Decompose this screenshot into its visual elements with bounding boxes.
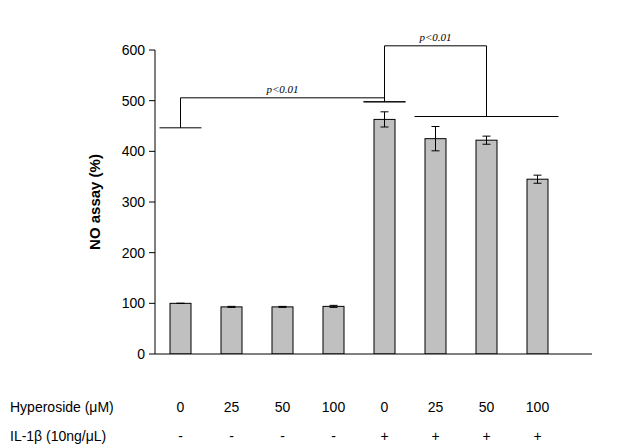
x-tick-label: 100 <box>526 399 550 415</box>
y-tick-label: 400 <box>122 143 146 159</box>
bar <box>221 307 242 354</box>
y-tick-label: 100 <box>122 295 146 311</box>
error-cap <box>381 127 389 128</box>
bracket-leg <box>180 98 181 128</box>
y-axis-label: NO assay (%) <box>86 154 103 250</box>
error-bar <box>177 303 185 304</box>
y-tick-label: 300 <box>122 194 146 210</box>
bracket-leg <box>486 46 487 117</box>
error-cap <box>279 306 287 307</box>
bracket-top <box>385 45 487 46</box>
error-cap <box>330 307 338 308</box>
bar <box>323 306 344 354</box>
error-line <box>384 112 385 127</box>
treatment-label: - <box>331 428 336 444</box>
error-line <box>435 127 436 151</box>
x-tick-label: 50 <box>275 399 291 415</box>
error-cap <box>228 307 236 308</box>
row-label: IL-1β (10ng/μL) <box>10 428 106 444</box>
y-tick <box>149 202 155 203</box>
treatment-label: - <box>178 428 183 444</box>
bracket-top <box>181 97 385 98</box>
chart-svg: 0100200300400500600NO assay (%)Hyperosid… <box>0 0 638 448</box>
x-axis <box>155 354 592 355</box>
significance-label: p<0.01 <box>418 31 451 43</box>
treatment-label: + <box>533 428 541 444</box>
error-cap <box>432 150 440 151</box>
y-tick <box>149 100 155 101</box>
y-tick-label: 200 <box>122 245 146 261</box>
error-bar <box>228 306 236 307</box>
x-tick-label: 50 <box>479 399 495 415</box>
error-cap <box>177 303 185 304</box>
x-tick-label: 0 <box>177 399 185 415</box>
significance-bracket <box>160 98 406 128</box>
treatment-label: - <box>280 428 285 444</box>
y-tick <box>149 151 155 152</box>
bracket-leg <box>384 46 385 102</box>
y-tick-label: 600 <box>122 42 146 58</box>
x-tick-label: 0 <box>381 399 389 415</box>
error-bar <box>330 305 338 307</box>
bar <box>170 303 191 354</box>
bar <box>272 307 293 354</box>
y-tick-label: 0 <box>137 346 145 362</box>
y-tick <box>149 252 155 253</box>
y-tick-label: 500 <box>122 93 146 109</box>
x-tick-label: 100 <box>322 399 346 415</box>
y-tick <box>149 50 155 51</box>
error-cap <box>279 307 287 308</box>
chart-container: 0100200300400500600NO assay (%)Hyperosid… <box>0 0 638 448</box>
error-line <box>486 136 487 144</box>
error-bar <box>279 306 287 307</box>
error-cap <box>177 303 185 304</box>
bar <box>425 139 446 354</box>
error-cap <box>330 305 338 306</box>
x-tick-label: 25 <box>428 399 444 415</box>
y-tick <box>149 354 155 355</box>
bar <box>527 179 548 354</box>
error-bar <box>534 175 542 183</box>
treatment-label: + <box>380 428 388 444</box>
error-bar <box>483 136 491 144</box>
error-cap <box>381 111 389 112</box>
error-cap <box>432 126 440 127</box>
error-bar <box>381 112 389 127</box>
error-cap <box>483 144 491 145</box>
error-cap <box>534 183 542 184</box>
treatment-label: + <box>482 428 490 444</box>
bar <box>476 140 497 354</box>
y-tick <box>149 303 155 304</box>
bar <box>374 119 395 354</box>
error-cap <box>483 136 491 137</box>
error-cap <box>534 175 542 176</box>
treatment-label: + <box>431 428 439 444</box>
treatment-label: - <box>229 428 234 444</box>
row-label: Hyperoside (μM) <box>10 399 114 415</box>
error-bar <box>432 127 440 151</box>
error-cap <box>228 306 236 307</box>
error-line <box>537 175 538 183</box>
significance-bracket <box>364 46 559 117</box>
bars <box>170 112 548 354</box>
x-tick-label: 25 <box>224 399 240 415</box>
significance-label: p<0.01 <box>265 83 298 95</box>
